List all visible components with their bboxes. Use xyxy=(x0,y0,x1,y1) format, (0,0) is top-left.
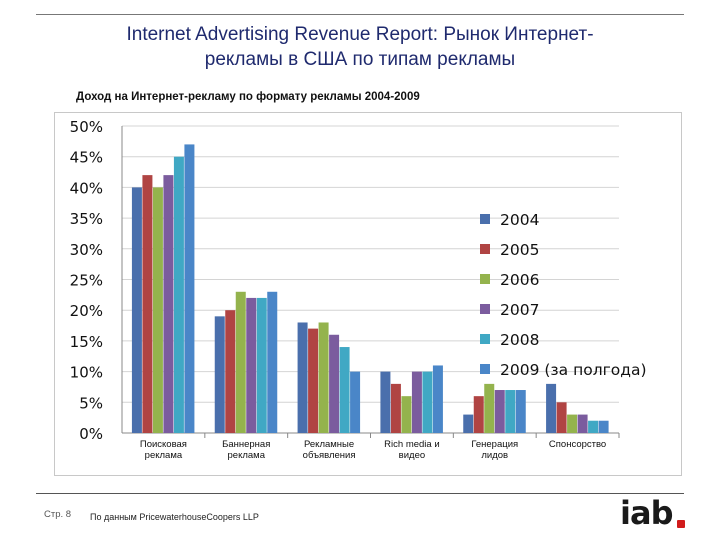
bar-2007-cat3 xyxy=(329,334,340,433)
y-tick-label: 50% xyxy=(70,118,103,136)
x-category-label: Генерация xyxy=(471,439,518,450)
bar-2006-cat4 xyxy=(401,396,412,433)
bar-2006-cat5 xyxy=(484,383,495,433)
bar-2007-cat5 xyxy=(494,390,505,433)
y-tick-label: 15% xyxy=(70,333,103,351)
bar-2006-cat2 xyxy=(235,291,246,433)
bar-2004-cat6 xyxy=(546,383,557,433)
bar-2004-cat3 xyxy=(297,322,308,433)
bar-2006-cat6 xyxy=(567,414,578,433)
top-divider xyxy=(36,14,684,15)
bar-2008-cat4 xyxy=(422,371,433,433)
x-category-label: Баннерная xyxy=(222,439,270,450)
bar-2005-cat2 xyxy=(225,310,236,433)
x-category-label: лидов xyxy=(481,450,508,461)
y-tick-label: 40% xyxy=(70,179,103,197)
bar-2009-cat3 xyxy=(350,371,361,433)
bar-2007-cat4 xyxy=(411,371,422,433)
bar-2004-cat1 xyxy=(131,187,142,433)
bar-2008-cat3 xyxy=(339,347,350,433)
title-line-2: рекламы в США по типам рекламы xyxy=(204,49,516,70)
bar-2008-cat1 xyxy=(173,156,184,433)
y-tick-label: 25% xyxy=(70,272,103,290)
legend-label: 2007 xyxy=(500,301,539,319)
y-tick-label: 10% xyxy=(70,364,103,382)
legend-label: 2005 xyxy=(500,241,539,259)
bar-2004-cat2 xyxy=(214,316,225,433)
legend-label: 2006 xyxy=(500,271,539,289)
bar-2005-cat3 xyxy=(308,328,319,433)
y-tick-label: 0% xyxy=(79,425,103,443)
bar-chart: 0% 5% 10% 15% 20% 25% 30% 35% 40% 45% 50% Поисковая… xyxy=(70,118,647,461)
x-category-label: реклама xyxy=(228,450,266,461)
title-line-1: Internet Advertising Revenue Report: Рын… xyxy=(126,24,594,45)
legend-swatch xyxy=(480,304,490,314)
x-category-label: Рекламные xyxy=(304,439,354,450)
legend-swatch xyxy=(480,334,490,344)
bar-2004-cat5 xyxy=(463,414,474,433)
x-category-label: Rich media и xyxy=(384,439,439,450)
bar-2009-cat4 xyxy=(432,365,443,433)
y-tick-label: 5% xyxy=(79,394,103,412)
legend-swatch xyxy=(480,364,490,374)
legend-label: 2008 xyxy=(500,331,539,349)
bar-2006-cat3 xyxy=(318,322,329,433)
x-category-label: видео xyxy=(399,450,425,461)
legend-label: 2004 xyxy=(500,211,539,229)
bar-2005-cat5 xyxy=(473,396,484,433)
page-number: Стр. 8 xyxy=(44,509,72,520)
bar-2005-cat4 xyxy=(390,383,401,433)
bar-2008-cat6 xyxy=(588,420,599,433)
chart-subtitle: Доход на Интернет-рекламу по формату рек… xyxy=(76,91,420,103)
bar-2008-cat2 xyxy=(256,297,267,433)
bar-2007-cat1 xyxy=(163,175,174,433)
source-note: По данным PricewaterhouseCoopers LLP xyxy=(90,512,259,522)
bar-2007-cat6 xyxy=(577,414,588,433)
bar-2005-cat6 xyxy=(556,402,567,433)
x-category-label: объявления xyxy=(303,450,356,461)
footer-divider xyxy=(36,493,684,494)
legend-swatch xyxy=(480,244,490,254)
bar-2009-cat5 xyxy=(515,390,526,433)
bar-2009-cat6 xyxy=(598,420,609,433)
bar-2008-cat5 xyxy=(505,390,516,433)
bar-2004-cat4 xyxy=(380,371,391,433)
x-category-label: реклама xyxy=(145,450,183,461)
y-tick-label: 20% xyxy=(70,302,103,320)
bar-2006-cat1 xyxy=(152,187,163,433)
logo-dot xyxy=(677,520,685,528)
y-tick-label: 35% xyxy=(70,210,103,228)
iab-logo: iab xyxy=(620,494,690,534)
page-title: Internet Advertising Revenue Report: Рын… xyxy=(40,22,680,72)
bar-2009-cat1 xyxy=(184,144,195,434)
bar-2005-cat1 xyxy=(142,175,153,433)
bar-2009-cat2 xyxy=(267,291,278,433)
bar-2007-cat2 xyxy=(246,297,257,433)
chart-frame: 0% 5% 10% 15% 20% 25% 30% 35% 40% 45% 50% Поисковая… xyxy=(54,112,682,476)
x-category-label: Поисковая xyxy=(140,439,187,450)
x-category-label: Спонсорство xyxy=(549,439,606,450)
logo-text: iab xyxy=(620,494,673,532)
y-tick-label: 30% xyxy=(70,241,103,259)
legend-swatch xyxy=(480,214,490,224)
legend-swatch xyxy=(480,274,490,284)
legend-label: 2009 (за полгода) xyxy=(500,361,647,379)
y-tick-label: 45% xyxy=(70,149,103,167)
